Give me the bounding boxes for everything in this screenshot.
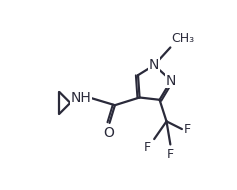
Text: CH₃: CH₃ (171, 32, 194, 45)
Text: F: F (167, 148, 174, 161)
Text: N: N (149, 58, 159, 72)
Text: O: O (103, 126, 114, 140)
Text: NH: NH (70, 91, 91, 105)
Text: F: F (183, 123, 191, 135)
Text: N: N (166, 74, 176, 88)
Text: F: F (144, 141, 151, 154)
